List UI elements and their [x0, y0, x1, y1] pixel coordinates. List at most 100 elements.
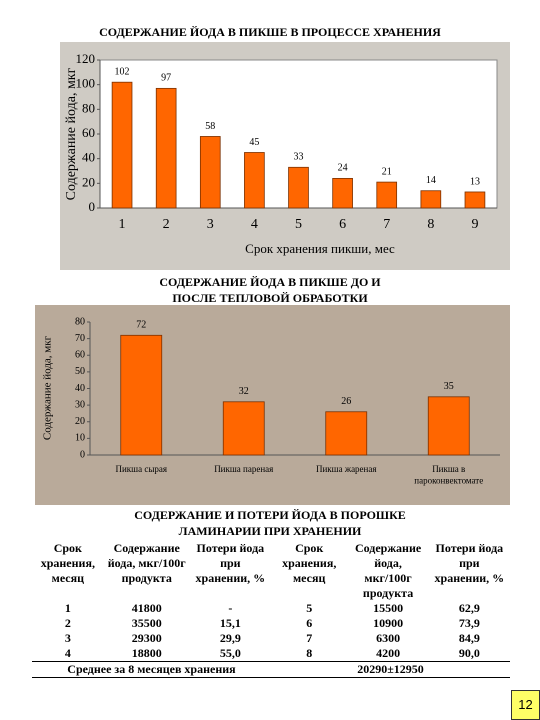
value-label: 13 — [470, 176, 480, 187]
x-tick-label: 7 — [383, 217, 390, 232]
page-number: 12 — [511, 690, 540, 720]
table-cell: 29,9 — [219, 631, 241, 645]
bar — [244, 152, 265, 209]
table-cell: Содержание йода, мкг/100г продукта — [354, 541, 422, 600]
table-cell: 20290±12950 — [270, 661, 510, 678]
chart-title: СОДЕРЖАНИЕ ЙОДА В ПИКШЕ ДО И ПОСЛЕ ТЕПЛО… — [159, 275, 381, 305]
bar — [420, 190, 442, 209]
y-axis-title: Содержание йода, мкг — [64, 67, 79, 200]
y-tick-label: 30 — [75, 399, 85, 410]
table-cell: 29300 — [131, 631, 162, 645]
y-tick-label: 20 — [75, 416, 85, 427]
y-tick-label: 50 — [75, 366, 85, 377]
x-axis-title: Срок хранения пикши, мес — [245, 241, 395, 256]
value-label: 26 — [341, 396, 351, 407]
x-tick-label: 9 — [471, 217, 478, 232]
x-tick-label: Пикша жареная — [316, 464, 377, 474]
value-label: 102 — [115, 66, 130, 77]
table-cell: 73,9 — [458, 616, 480, 630]
bar — [222, 401, 265, 456]
y-axis-title: Содержание йода, мкг — [42, 335, 54, 440]
value-label: 32 — [239, 386, 249, 397]
table-cell: Срок хранения, месяц — [40, 541, 95, 585]
table-row: 3 29300 29,9 7 6300 84,9 — [32, 631, 510, 646]
table-cell: 18800 — [131, 646, 162, 660]
table-title: СОДЕРЖАНИЕ И ПОТЕРИ ЙОДА В ПОРОШКЕ ЛАМИН… — [134, 508, 406, 538]
y-tick-label: 0 — [80, 449, 85, 460]
y-tick-label: 80 — [82, 100, 95, 115]
y-tick-label: 40 — [75, 383, 85, 394]
table-cell: 6300 — [376, 631, 401, 645]
table-cell: 6 — [306, 616, 313, 630]
table-cell: 10900 — [373, 616, 404, 630]
table-cell: 15,1 — [219, 616, 241, 630]
table-cell: 8 — [306, 646, 313, 660]
table-cell: 15500 — [373, 601, 404, 615]
bar — [376, 181, 398, 209]
table-cell: 55,0 — [219, 646, 241, 660]
bar — [288, 166, 309, 209]
table-row: 1 41800 - 5 15500 62,9 — [32, 601, 510, 616]
y-tick-label: 60 — [75, 350, 85, 361]
table-cell: 35500 — [131, 616, 162, 630]
value-label: 45 — [249, 137, 259, 148]
table-cell: Потери йода при хранении, % — [195, 541, 266, 585]
value-label: 97 — [161, 73, 171, 84]
y-tick-label: 0 — [89, 199, 96, 214]
bar — [155, 87, 177, 209]
value-label: 14 — [426, 175, 436, 186]
table-cell: 90,0 — [458, 646, 480, 660]
table-cell: 3 — [64, 631, 71, 645]
table-cell: Потери йода при хранении, % — [434, 541, 505, 585]
data-table: Срок хранения, месяц Содержание йода, мкг… — [32, 541, 510, 678]
table-cell: - — [228, 601, 233, 615]
x-tick-label: Пикша пареная — [214, 464, 273, 474]
table-row: Среднее за 8 месяцев хранения 20290±12950 — [32, 661, 510, 678]
x-tick-label: 4 — [251, 217, 258, 232]
table-cell: 5 — [306, 601, 313, 615]
y-tick-label: 60 — [82, 125, 95, 140]
x-tick-label: 2 — [163, 217, 170, 232]
table-cell: Среднее за 8 месяцев хранения — [32, 661, 271, 678]
x-tick-label: Пикша в пароконвектомате — [414, 464, 483, 486]
value-label: 72 — [136, 320, 146, 331]
table-cell: 1 — [64, 601, 71, 615]
x-tick-label: 8 — [427, 217, 434, 232]
table-row: Срок хранения, месяц Содержание йода, мкг… — [32, 541, 510, 601]
value-label: 35 — [444, 381, 454, 392]
table-row: 2 35500 15,1 6 10900 73,9 — [32, 616, 510, 631]
y-tick-label: 70 — [75, 333, 85, 344]
y-tick-label: 100 — [76, 76, 96, 91]
chart-title: СОДЕРЖАНИЕ ЙОДА В ПИКШЕ В ПРОЦЕССЕ ХРАНЕ… — [99, 25, 441, 39]
bar — [199, 136, 221, 209]
x-tick-label: 3 — [207, 217, 214, 232]
value-label: 33 — [294, 152, 304, 163]
table-cell: 84,9 — [458, 631, 480, 645]
y-tick-label: 20 — [82, 174, 95, 189]
y-tick-label: 80 — [75, 316, 85, 327]
bar — [332, 177, 353, 209]
table-cell: 4 — [64, 646, 71, 660]
table-cell: 4200 — [376, 646, 401, 660]
bar — [120, 334, 163, 456]
table-cell: 41800 — [131, 601, 162, 615]
table-cell: Срок хранения, месяц — [282, 541, 337, 585]
table-cell: Содержание йода, мкг/100г продукта — [107, 541, 186, 585]
table-row: 4 18800 55,0 8 4200 90,0 — [32, 646, 510, 662]
bar — [325, 411, 368, 456]
y-tick-label: 40 — [82, 150, 95, 165]
x-tick-label: Пикша сырая — [115, 464, 167, 474]
x-tick-label: 5 — [295, 217, 302, 232]
y-tick-label: 10 — [75, 433, 85, 444]
table-cell: 7 — [306, 631, 313, 645]
x-tick-label: 6 — [339, 217, 346, 232]
table-cell: 62,9 — [458, 601, 480, 615]
bar — [464, 191, 486, 209]
bar — [427, 396, 470, 456]
y-tick-label: 120 — [76, 51, 96, 66]
value-label: 21 — [382, 166, 392, 177]
table-cell: 2 — [64, 616, 71, 630]
x-tick-label: 1 — [119, 217, 126, 232]
